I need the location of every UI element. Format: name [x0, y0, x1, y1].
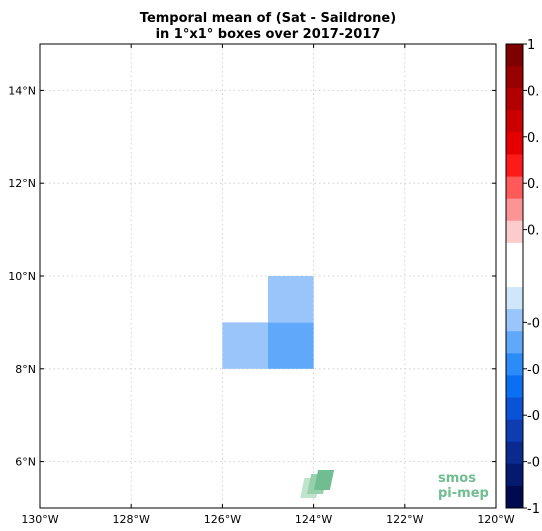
colorbar-tick-label: -0 [527, 456, 540, 471]
lon-tick-label: 122°W [386, 513, 423, 526]
lon-tick-label: 120°W [477, 513, 514, 526]
colorbar-block [506, 242, 523, 266]
colorbar-block [506, 441, 523, 465]
colorbar-tick-label: 0. [527, 224, 539, 239]
colorbar-block [506, 176, 523, 200]
colorbar-block [506, 485, 523, 509]
lat-tick-label: 14°N [8, 84, 36, 97]
lat-tick-label: 8°N [15, 363, 36, 376]
map-gridlines [40, 44, 496, 508]
colorbar-block [506, 198, 523, 222]
colorbar-block [506, 132, 523, 155]
logo-waves-icon [300, 470, 335, 498]
colorbar-block [506, 331, 523, 354]
lat-tick-label: 10°N [8, 270, 36, 283]
smos-pimep-logo: smos pi-mep [300, 470, 489, 501]
colorbar-block [506, 154, 523, 178]
colorbar-block [506, 463, 523, 487]
colorbar-block [506, 220, 523, 244]
data-cell [268, 276, 314, 323]
colorbar-block [506, 88, 523, 111]
colorbar-blocks [506, 44, 523, 509]
data-cell [222, 322, 268, 369]
lon-tick-label: 130°W [21, 513, 58, 526]
colorbar-tick-label: 0. [527, 84, 539, 99]
chart-title-line2: in 1°x1° boxes over 2017-2017 [156, 27, 381, 42]
colorbar-labels: 1 0. 0. 0. 0. -0 -0 -0 -0 -1 [523, 38, 540, 517]
latitude-ticks: 6°N 8°N 10°N 12°N 14°N [8, 84, 496, 469]
logo-text-pimep: pi-mep [438, 486, 489, 501]
colorbar-tick-label: -1 [527, 502, 540, 517]
data-cell [268, 322, 314, 369]
longitude-ticks: 130°W 128°W 126°W 124°W 122°W 120°W [21, 44, 515, 526]
colorbar-tick-label: 0. [527, 177, 539, 192]
colorbar-block [506, 44, 523, 67]
data-cells [222, 276, 314, 369]
colorbar-block [506, 397, 523, 421]
colorbar-block [506, 375, 523, 399]
colorbar-block [506, 66, 523, 89]
colorbar-block [506, 309, 523, 332]
lon-tick-label: 126°W [204, 513, 241, 526]
colorbar-tick-label: 1 [527, 38, 535, 53]
logo-text-smos: smos [438, 471, 476, 486]
lat-tick-label: 12°N [8, 177, 36, 190]
lon-tick-label: 128°W [113, 513, 150, 526]
chart-title-line1: Temporal mean of (Sat - Saildrone) [140, 11, 396, 26]
colorbar-block [506, 287, 523, 310]
lat-tick-label: 6°N [15, 456, 36, 469]
colorbar-frame [505, 43, 524, 509]
colorbar-tick-label: -0 [527, 363, 540, 378]
colorbar-block [506, 264, 523, 288]
colorbar-tick-label: -0 [527, 316, 540, 331]
colorbar-block [506, 110, 523, 133]
lon-tick-label: 124°W [295, 513, 332, 526]
colorbar-tick-label: 0. [527, 131, 539, 146]
colorbar-block [506, 419, 523, 443]
colorbar-block [506, 353, 523, 376]
colorbar-tick-label: -0 [527, 409, 540, 424]
map-plot-area: 130°W 128°W 126°W 124°W 122°W 120°W 6°N 8°N 10°… [8, 43, 515, 526]
colorbar: 1 0. 0. 0. 0. -0 -0 -0 -0 -1 [505, 38, 540, 517]
